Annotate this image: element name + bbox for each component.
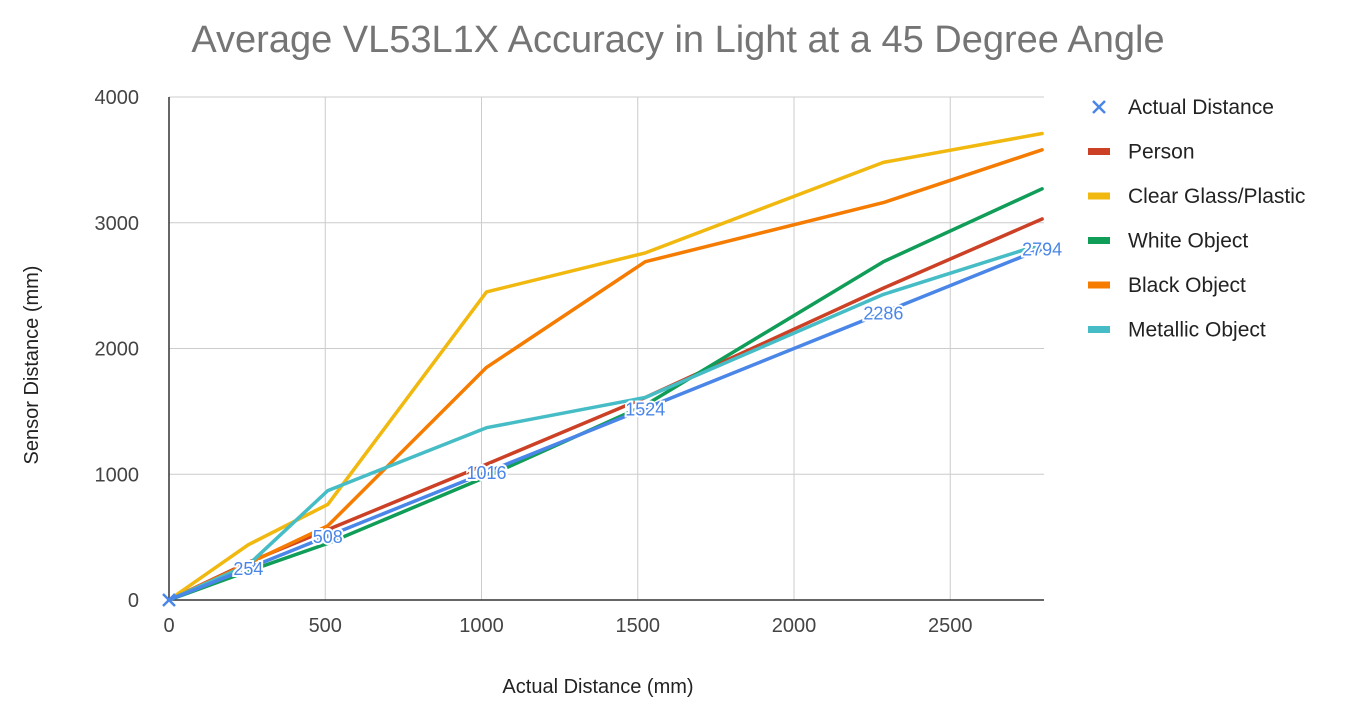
x-marker	[320, 529, 335, 544]
x-marker	[876, 305, 891, 320]
data-label: 1524	[625, 399, 665, 419]
x-marker	[479, 465, 494, 480]
x-marker-stroke	[1035, 241, 1050, 256]
x-marker	[241, 561, 256, 575]
legend-swatch	[1088, 237, 1110, 244]
legend-label: Actual Distance	[1128, 96, 1274, 119]
y-tick-label: 1000	[95, 464, 140, 486]
markers	[162, 241, 1050, 607]
x-marker-stroke	[241, 561, 256, 575]
series-line-clear-glass-plastic	[167, 131, 1044, 602]
legend-label: White Object	[1128, 230, 1248, 253]
x-marker	[1035, 241, 1050, 256]
legend-swatch	[1088, 326, 1110, 333]
legend-label: Black Object	[1128, 274, 1246, 297]
legend: Actual Distance Person Clear Glass/Plastic…	[1088, 96, 1305, 342]
legend-label: Person	[1128, 141, 1195, 164]
tick-labels: 0 1000 2000 3000 4000 0 500 1000 1500 2000 2500	[95, 87, 973, 637]
y-tick-label: 3000	[95, 213, 140, 235]
x-tick-label: 500	[309, 615, 342, 637]
data-label: 2794	[1022, 240, 1062, 260]
series-line-person	[167, 217, 1044, 602]
legend-item-white-object: White Object	[1088, 230, 1248, 253]
series-line-actual-distance	[167, 246, 1044, 602]
series-line-white-object	[167, 187, 1044, 602]
x-marker-stroke	[638, 401, 653, 416]
series-line-black-object	[167, 148, 1044, 602]
legend-label: Metallic Object	[1128, 319, 1266, 342]
x-marker-stroke	[320, 529, 335, 544]
x-marker-stroke	[479, 465, 494, 480]
data-label: 2286	[863, 304, 903, 324]
y-tick-label: 4000	[95, 87, 140, 109]
data-label: 1016	[466, 463, 506, 483]
data-label: 254	[233, 559, 263, 579]
x-marker	[638, 401, 653, 416]
plot-axes	[168, 97, 1044, 601]
legend-label: Clear Glass/Plastic	[1128, 185, 1305, 208]
x-tick-label: 1500	[616, 615, 661, 637]
x-tick-label: 2000	[772, 615, 817, 637]
x-marker-stroke	[162, 593, 176, 607]
x-tick-label: 0	[163, 615, 174, 637]
x-tick-label: 2500	[928, 615, 973, 637]
y-tick-label: 0	[128, 590, 139, 612]
series-lines	[167, 131, 1044, 602]
legend-swatch	[1088, 281, 1110, 289]
x-marker-stroke	[876, 305, 891, 320]
legend-swatch	[1088, 192, 1110, 200]
legend-item-clear-glass-plastic: Clear Glass/Plastic	[1088, 185, 1305, 208]
y-axis-title: Sensor Distance (mm)	[21, 266, 43, 465]
legend-swatch	[1088, 148, 1110, 155]
legend-item-black-object: Black Object	[1088, 274, 1246, 297]
chart-title: Average VL53L1X Accuracy in Light at a 4…	[191, 19, 1164, 61]
legend-item-actual-distance: Actual Distance	[1092, 96, 1274, 119]
x-marker	[162, 593, 176, 607]
data-labels: 254 508 1016 1524 2286 2794	[231, 238, 1064, 581]
x-tick-label: 1000	[459, 615, 504, 637]
legend-item-person: Person	[1088, 141, 1195, 164]
data-label: 508	[313, 527, 343, 547]
legend-x-icon	[1092, 100, 1106, 114]
series-line-metallic-object	[167, 242, 1044, 602]
plot-grid	[169, 96, 1044, 600]
x-axis-title: Actual Distance (mm)	[502, 676, 693, 698]
legend-item-metallic-object: Metallic Object	[1088, 319, 1266, 342]
y-tick-label: 2000	[95, 339, 140, 361]
